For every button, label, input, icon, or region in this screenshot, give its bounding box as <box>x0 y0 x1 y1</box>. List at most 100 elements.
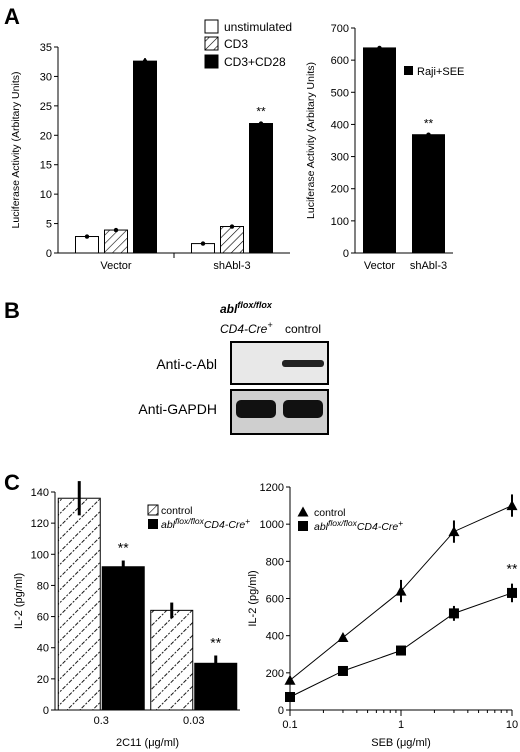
y-tick-label: 60 <box>37 612 49 624</box>
blot-col1-line2: CD4-Cre+ <box>220 320 273 336</box>
significance-marker: ** <box>507 561 518 577</box>
data-point <box>285 691 295 702</box>
blot-row2-label: Anti-GAPDH <box>138 401 217 417</box>
x-tick-label: 1 <box>398 719 404 731</box>
data-point <box>448 608 459 619</box>
legend-label: ablflox/floxCD4-Cre+ <box>161 516 250 531</box>
c-abl-band <box>282 360 324 367</box>
y-tick-label: 80 <box>37 580 49 592</box>
legend-swatch <box>404 66 413 75</box>
y-tick-label: 600 <box>331 55 349 67</box>
mean-marker <box>377 45 382 51</box>
legend-swatch <box>204 36 219 51</box>
data-point <box>507 587 517 598</box>
category-label: Vector <box>364 260 396 272</box>
blot-col1-line1: ablflox/flox <box>220 300 273 316</box>
significance-marker: ** <box>424 116 434 130</box>
data-point <box>448 526 460 537</box>
western-blot: ablflox/flox CD4-Cre+ control Anti-c-Abl… <box>138 300 329 435</box>
data-point <box>506 500 518 511</box>
y-tick-label: 100 <box>331 216 349 228</box>
bar <box>363 47 396 254</box>
y-tick-label: 700 <box>331 23 349 35</box>
y-tick-label: 40 <box>37 643 49 655</box>
y-tick-label: 35 <box>40 42 52 54</box>
y-axis-label: Luciferase Activity (Arbitary Units) <box>305 62 317 219</box>
data-point <box>395 585 407 596</box>
legend-label: Raji+SEE <box>417 66 464 78</box>
category-label: shAbl-3 <box>410 260 447 272</box>
y-tick-label: 400 <box>331 119 349 131</box>
data-point <box>337 632 349 643</box>
mean-marker <box>200 241 206 246</box>
chart-a-right: 0 100 200 300 400 500 600 700 Luciferase Activit… <box>305 23 464 272</box>
x-tick-label: 10 <box>506 719 518 731</box>
y-tick-label: 140 <box>31 487 49 499</box>
legend-marker <box>297 506 309 517</box>
bar <box>57 497 101 711</box>
bar <box>412 134 445 254</box>
bar <box>104 229 128 254</box>
bar <box>75 236 99 254</box>
category-label: shAbl-3 <box>213 260 250 272</box>
y-tick-label: 15 <box>40 160 52 172</box>
category-label: Vector <box>100 260 132 272</box>
y-tick-label: 10 <box>40 189 52 201</box>
legend-label: CD3+CD28 <box>224 55 286 69</box>
legend-label: unstimulated <box>224 20 292 34</box>
y-tick-label: 5 <box>46 219 52 231</box>
y-tick-label: 800 <box>266 556 284 568</box>
legend-swatch <box>147 504 159 516</box>
y-tick-label: 0 <box>278 705 284 717</box>
panel-letter-c: C <box>4 470 20 495</box>
data-point <box>337 665 348 676</box>
y-tick-label: 500 <box>331 87 349 99</box>
y-tick-label: 300 <box>331 152 349 164</box>
mean-marker <box>426 132 431 137</box>
mean-marker <box>113 227 119 233</box>
y-axis-label: IL-2 (pg/ml) <box>247 570 259 626</box>
x-axis-label: 2C11 (μg/ml) <box>116 737 179 749</box>
y-tick-label: 200 <box>266 668 284 680</box>
mean-marker <box>142 58 148 64</box>
legend-swatch <box>204 54 219 69</box>
legend-label: CD3 <box>224 37 248 51</box>
x-axis-label: SEB (μg/ml) <box>371 737 431 749</box>
y-tick-label: 0 <box>343 248 349 260</box>
series-line <box>289 592 513 698</box>
legend-marker <box>298 521 308 531</box>
panel-letter-a: A <box>4 4 20 29</box>
legend-label: ablflox/floxCD4-Cre+ <box>314 518 403 533</box>
y-tick-label: 1000 <box>260 519 284 531</box>
significance-marker: ** <box>210 635 221 651</box>
category-label: 0.03 <box>183 715 204 727</box>
gapdh-band-lane2 <box>283 400 323 418</box>
y-axis-label: Luciferase Activity (Arbitary Units) <box>10 72 22 229</box>
y-tick-label: 20 <box>37 674 49 686</box>
bar <box>220 226 244 254</box>
y-tick-label: 1200 <box>260 482 284 494</box>
significance-marker: ** <box>118 540 129 556</box>
blot-row1-label: Anti-c-Abl <box>156 356 217 372</box>
chart-a-left: 0 5 10 15 20 25 30 35 Luciferase Activity (Arbit… <box>10 19 292 272</box>
panel-letter-b: B <box>4 298 20 323</box>
y-axis-label: IL-2 (pg/ml) <box>13 573 25 629</box>
blot-col2-label: control <box>285 322 321 336</box>
y-tick-label: 600 <box>266 594 284 606</box>
bar <box>101 566 145 711</box>
legend-swatch <box>204 19 219 34</box>
y-tick-label: 20 <box>40 130 52 142</box>
category-label: 0.3 <box>94 715 109 727</box>
legend-label: control <box>314 507 346 519</box>
y-tick-label: 0 <box>46 248 52 260</box>
bar <box>150 609 194 711</box>
data-point <box>284 674 296 685</box>
gapdh-band-lane1 <box>236 400 276 418</box>
chart-c-right: 0 200 400 600 800 1000 1200 0.1 1 10 SEB (μg/ml) IL… <box>247 482 518 749</box>
y-tick-label: 100 <box>31 549 49 561</box>
y-tick-label: 30 <box>40 71 52 83</box>
chart-c-left: 0 20 40 60 80 100 120 140 IL-2 (pg/ml) 0.3 0.03 2C1… <box>13 481 250 749</box>
x-tick-label: 0.1 <box>282 719 297 731</box>
mean-marker <box>258 121 264 126</box>
